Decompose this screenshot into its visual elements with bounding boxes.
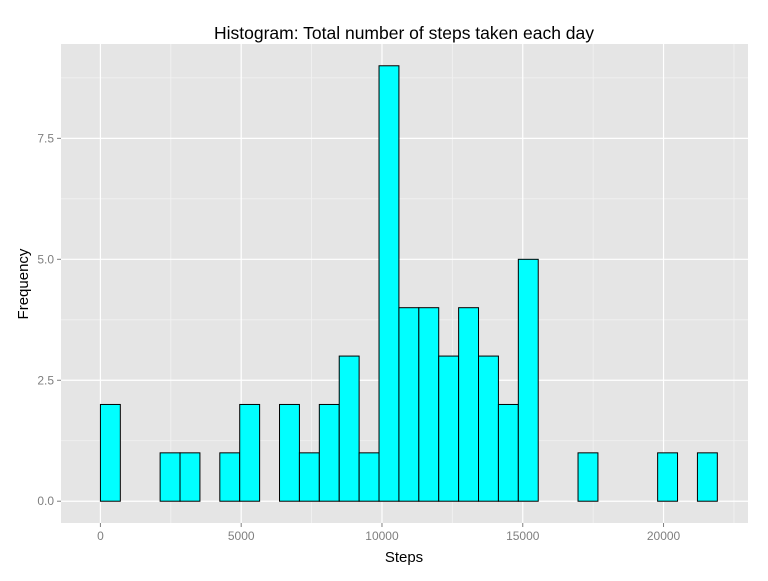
histogram-bar: [219, 452, 241, 502]
x-tick-label: 10000: [365, 529, 399, 543]
x-axis-ticks: 0 5000 10000 15000 20000: [97, 523, 681, 543]
chart-title: Histogram: Total number of steps taken e…: [214, 23, 594, 43]
histogram-bar: [517, 258, 539, 502]
x-axis-label: Steps: [385, 549, 423, 566]
y-tick-label: 0.0: [37, 494, 54, 508]
histogram-bar: [696, 452, 718, 502]
histogram-bar: [458, 307, 480, 502]
histogram-bar: [159, 452, 181, 502]
histogram-bar: [239, 403, 261, 502]
histogram-bar: [577, 452, 599, 502]
x-tick-label: 5000: [228, 529, 255, 543]
y-tick-label: 5.0: [37, 252, 54, 266]
histogram-bar: [497, 403, 519, 502]
histogram-bar: [298, 452, 320, 502]
y-tick-label: 7.5: [37, 131, 54, 145]
x-tick-label: 20000: [647, 529, 681, 543]
histogram-bar: [398, 307, 420, 502]
histogram-bar: [657, 452, 679, 502]
histogram-bar: [358, 452, 380, 502]
histogram-bar: [438, 355, 460, 502]
histogram-bar: [99, 403, 121, 502]
histogram-bar: [318, 403, 340, 502]
histogram-bar: [418, 307, 440, 502]
y-axis-ticks: 0.0 2.5 5.0 7.5: [37, 131, 61, 508]
x-tick-label: 0: [97, 529, 104, 543]
x-tick-label: 15000: [506, 529, 540, 543]
histogram-bar: [338, 355, 360, 502]
histogram-bar: [378, 65, 400, 502]
y-axis-label: Frequency: [15, 248, 32, 319]
histogram-bars: [99, 65, 718, 502]
y-tick-label: 2.5: [37, 373, 54, 387]
histogram-bar: [478, 355, 499, 502]
histogram-bar: [179, 452, 201, 502]
histogram-bar: [279, 403, 300, 502]
